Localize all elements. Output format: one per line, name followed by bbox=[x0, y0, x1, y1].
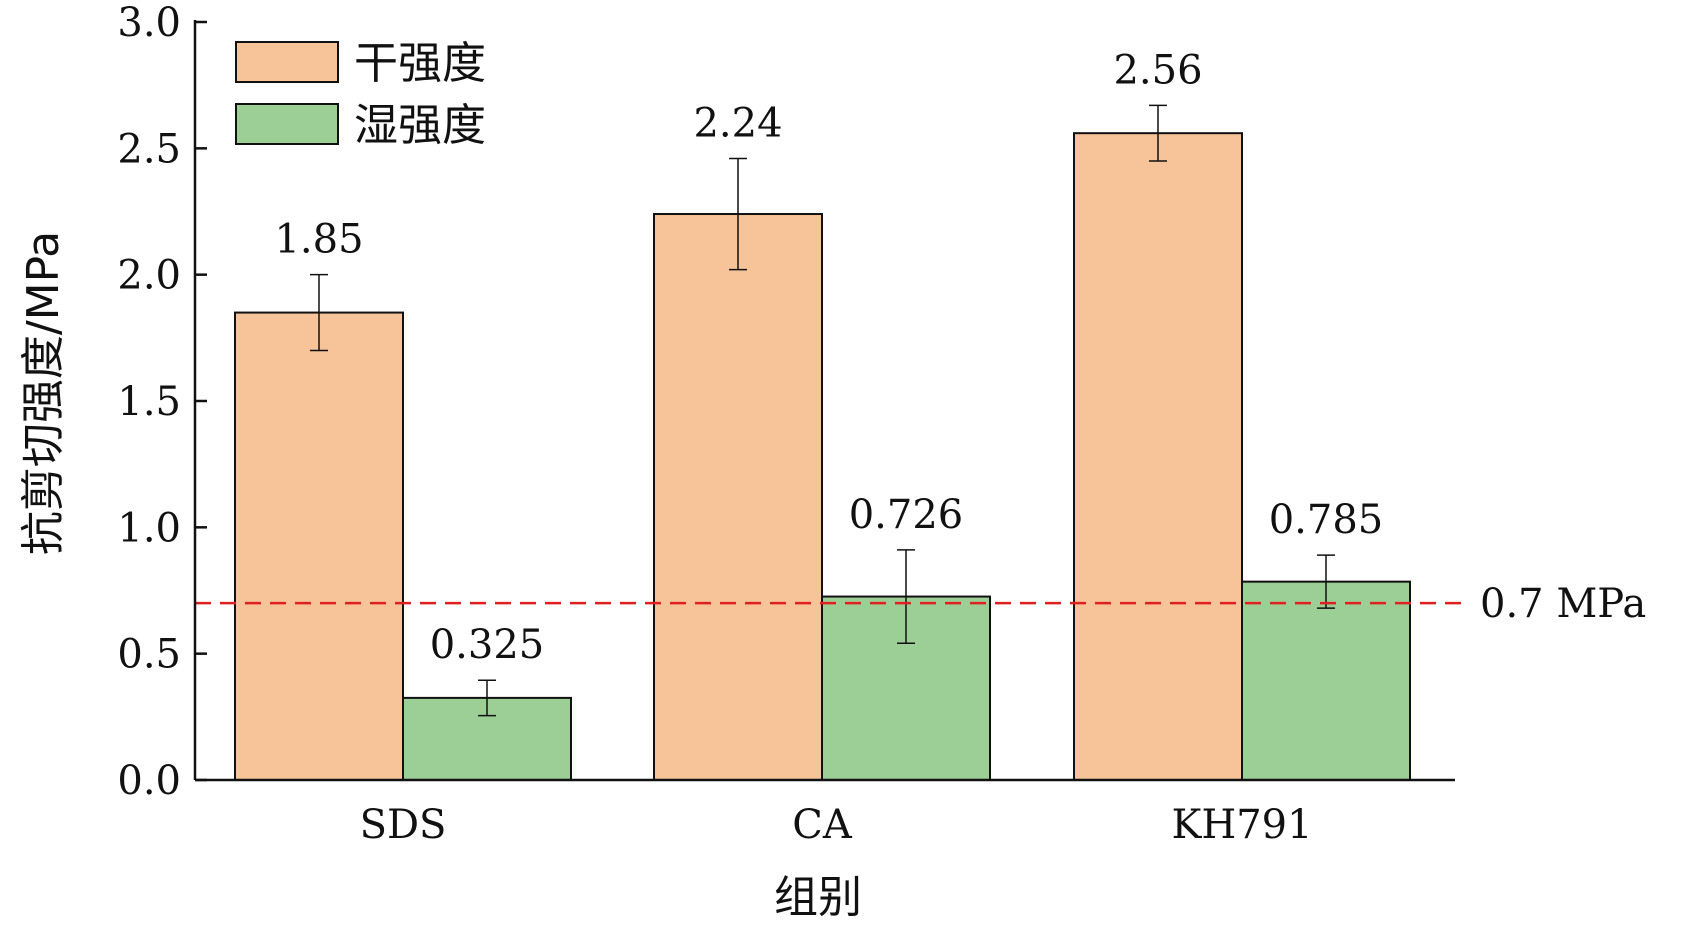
data-label-kh791-series-1: 0.785 bbox=[1269, 497, 1384, 543]
reference-line-layer: 0.7 MPa bbox=[195, 581, 1646, 627]
y-tick-label: 0.0 bbox=[117, 758, 181, 804]
x-tick-label: KH791 bbox=[1171, 802, 1312, 848]
legend-item-series-0: 干强度 bbox=[235, 38, 486, 89]
data-label-sds-series-1: 0.325 bbox=[430, 622, 545, 668]
y-tick-label: 1.5 bbox=[117, 379, 181, 425]
legend-label: 湿强度 bbox=[354, 100, 486, 151]
x-axis-title: 组别 bbox=[774, 872, 862, 923]
bar-ca-series-0 bbox=[653, 213, 823, 781]
bar-sds-series-0 bbox=[234, 311, 404, 781]
y-tick-label: 1.0 bbox=[117, 505, 181, 551]
y-tick-label: 2.0 bbox=[117, 253, 181, 299]
bar-kh791-series-0 bbox=[1073, 132, 1243, 781]
error-bar-ca-series-0 bbox=[729, 157, 747, 271]
x-tick-label: CA bbox=[792, 802, 853, 848]
reference-line-label: 0.7 MPa bbox=[1480, 581, 1646, 627]
data-label-ca-series-0: 2.24 bbox=[693, 100, 782, 146]
y-tick-label: 3.0 bbox=[117, 0, 181, 46]
legend-item-series-1: 湿强度 bbox=[235, 100, 486, 151]
legend-label: 干强度 bbox=[354, 38, 486, 89]
x-tick-label: SDS bbox=[360, 802, 447, 848]
error-bar-ca-series-1 bbox=[897, 549, 915, 645]
y-tick-label: 2.5 bbox=[117, 126, 181, 172]
error-bars-layer bbox=[310, 104, 1335, 717]
error-bar-sds-series-0 bbox=[310, 273, 328, 352]
y-tick-label: 0.5 bbox=[117, 632, 181, 678]
data-labels-layer: 1.85 2.24 2.56 0.325 0.726 0.785 bbox=[274, 47, 1383, 668]
legend-swatch bbox=[235, 103, 339, 145]
bars-layer bbox=[234, 132, 1411, 782]
legend-swatch bbox=[235, 41, 339, 83]
y-axis-title: 抗剪切强度/MPa bbox=[18, 231, 69, 555]
bar-kh791-series-1 bbox=[1241, 580, 1411, 782]
error-bar-kh791-series-1 bbox=[1317, 554, 1335, 609]
data-label-sds-series-0: 1.85 bbox=[274, 217, 363, 263]
error-bar-kh791-series-0 bbox=[1149, 104, 1167, 162]
error-bar-sds-series-1 bbox=[478, 679, 496, 717]
data-label-ca-series-1: 0.726 bbox=[849, 492, 964, 538]
axes-layer: 0.0 0.5 1.0 1.5 2.0 2.5 3.0 SDS CA KH791 bbox=[117, 0, 1455, 848]
data-label-kh791-series-0: 2.56 bbox=[1113, 47, 1202, 93]
